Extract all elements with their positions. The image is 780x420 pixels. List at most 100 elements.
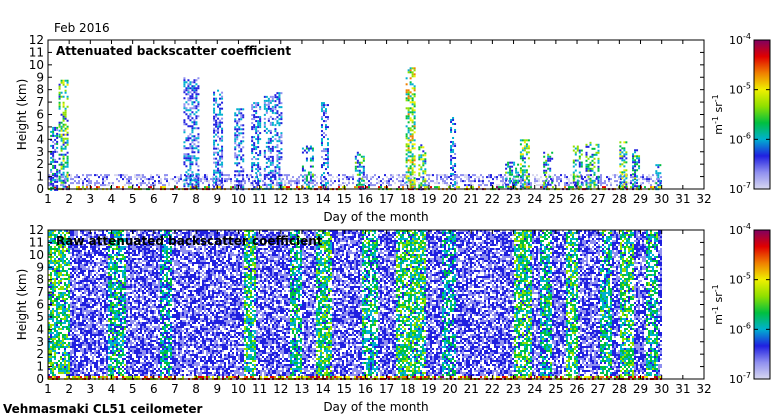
heatmap-cell xyxy=(106,238,108,240)
heatmap-cell xyxy=(48,368,50,370)
heatmap-cell xyxy=(76,250,78,252)
heatmap-cell xyxy=(64,342,66,344)
heatmap-cell xyxy=(466,186,468,189)
heatmap-cell xyxy=(197,115,200,118)
heatmap-cell xyxy=(52,302,54,304)
heatmap-cell xyxy=(86,288,88,290)
heatmap-cell xyxy=(66,360,68,362)
heatmap-cell xyxy=(193,187,196,190)
heatmap-cell xyxy=(191,101,194,104)
heatmap-cell xyxy=(82,296,84,298)
heatmap-cell xyxy=(66,238,68,240)
heatmap-cell xyxy=(405,107,408,110)
heatmap-cell xyxy=(62,254,64,256)
heatmap-cell xyxy=(502,176,504,179)
heatmap-cell xyxy=(187,87,190,90)
heatmap-cell xyxy=(86,298,88,300)
heatmap-cell xyxy=(580,153,583,156)
heatmap-cell xyxy=(488,176,490,179)
heatmap-cell xyxy=(634,169,637,172)
heatmap-cell xyxy=(52,316,54,318)
heatmap-cell xyxy=(122,178,124,181)
heatmap-cell xyxy=(454,182,457,185)
heatmap-cell xyxy=(269,163,272,166)
heatmap-cell xyxy=(452,140,455,143)
heatmap-cell xyxy=(60,372,62,374)
heatmap-cell xyxy=(72,256,74,258)
heatmap-cell xyxy=(413,93,416,96)
heatmap-cell xyxy=(90,244,92,246)
heatmap-cell xyxy=(68,344,70,346)
heatmap-cell xyxy=(88,324,90,326)
heatmap-cell xyxy=(112,376,114,378)
heatmap-cell xyxy=(76,242,78,244)
heatmap-cell xyxy=(452,156,455,159)
heatmap-cell xyxy=(80,314,82,316)
heatmap-cell xyxy=(242,140,245,143)
heatmap-cell xyxy=(98,338,100,340)
heatmap-cell xyxy=(70,292,72,294)
heatmap-cell xyxy=(621,151,624,154)
heatmap-cell xyxy=(64,91,67,94)
heatmap-cell xyxy=(269,147,272,150)
heatmap-cell xyxy=(114,336,116,338)
heatmap-cell xyxy=(238,172,241,175)
heatmap-cell xyxy=(62,113,65,116)
heatmap-cell xyxy=(52,160,55,163)
heatmap-cell xyxy=(189,125,192,128)
heatmap-cell xyxy=(80,270,82,272)
heatmap-cell xyxy=(96,238,98,240)
heatmap-cell xyxy=(436,186,438,189)
heatmap-cell xyxy=(114,304,116,306)
heatmap-cell xyxy=(50,362,52,364)
heatmap-cell xyxy=(636,175,639,178)
heatmap-cell xyxy=(623,183,626,186)
heatmap-cell xyxy=(54,174,57,177)
heatmap-cell xyxy=(240,132,243,135)
heatmap-cell xyxy=(521,169,524,172)
heatmap-cell xyxy=(98,252,100,254)
heatmap-cell xyxy=(102,332,104,334)
heatmap-cell xyxy=(56,310,58,312)
heatmap-cell xyxy=(90,242,92,244)
heatmap-cell xyxy=(60,137,63,140)
heatmap-cell xyxy=(60,324,62,326)
heatmap-cell xyxy=(148,186,150,189)
heatmap-cell xyxy=(106,306,108,308)
heatmap-cell xyxy=(648,176,650,179)
heatmap-cell xyxy=(88,178,90,181)
heatmap-cell xyxy=(62,256,64,258)
heatmap-cell xyxy=(94,298,96,300)
heatmap-cell xyxy=(68,354,70,356)
heatmap-cell xyxy=(104,358,106,360)
heatmap-cell xyxy=(282,174,284,177)
heatmap-cell xyxy=(76,254,78,256)
heatmap-cell xyxy=(655,172,658,175)
heatmap-cell xyxy=(538,178,540,181)
heatmap-cell xyxy=(86,238,88,240)
heatmap-cell xyxy=(84,244,86,246)
heatmap-cell xyxy=(278,150,281,153)
heatmap-cell xyxy=(92,326,94,328)
heatmap-cell xyxy=(60,304,62,306)
heatmap-cell xyxy=(656,178,658,181)
heatmap-cell xyxy=(94,270,96,272)
heatmap-cell xyxy=(68,360,70,362)
heatmap-cell xyxy=(452,166,455,169)
heatmap-cell xyxy=(204,174,206,177)
heatmap-cell xyxy=(72,292,74,294)
heatmap-cell xyxy=(98,376,100,378)
heatmap-cell xyxy=(296,178,298,181)
heatmap-cell xyxy=(176,176,178,179)
heatmap-cell xyxy=(94,284,96,286)
heatmap-cell xyxy=(578,175,581,178)
heatmap-cell xyxy=(634,163,637,166)
heatmap-cell xyxy=(50,242,52,244)
heatmap-cell xyxy=(70,276,72,278)
heatmap-cell xyxy=(50,282,52,284)
heatmap-cell xyxy=(58,248,60,250)
heatmap-cell xyxy=(66,125,69,128)
heatmap-cell xyxy=(106,294,108,296)
heatmap-cell xyxy=(183,185,186,188)
heatmap-cell xyxy=(76,236,78,238)
